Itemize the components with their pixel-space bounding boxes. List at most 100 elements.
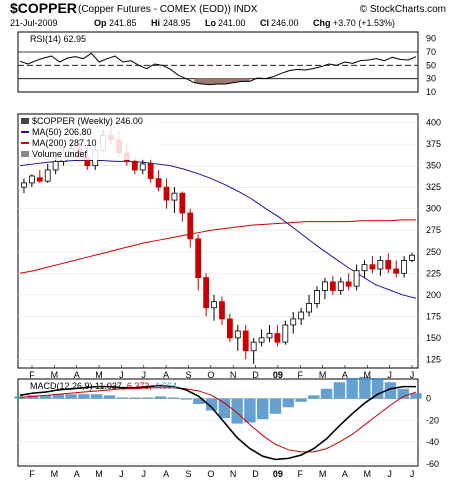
- legend-ma50: MA(50) 206.80: [32, 127, 92, 137]
- candle-body: [345, 281, 352, 287]
- price-tick-400: 400: [426, 118, 441, 128]
- macd-legend-label: MACD(12,26,9) 11.037,: [30, 381, 127, 391]
- price-x-label: M: [95, 370, 103, 380]
- price-tick-200: 200: [426, 290, 441, 300]
- legend-price-icon: [21, 118, 29, 124]
- candle-body: [187, 212, 194, 240]
- candle-body: [250, 341, 257, 352]
- price-tick-250: 250: [426, 247, 441, 257]
- price-x-label: A: [342, 370, 348, 380]
- macd-histogram-bar: [295, 398, 307, 402]
- candle-body: [401, 259, 408, 274]
- macd-histogram-bar: [282, 398, 294, 408]
- macd-histogram-bar: [308, 395, 320, 399]
- macd-histogram-bar: [397, 388, 409, 399]
- candle-body: [274, 333, 281, 343]
- candle-body: [322, 281, 328, 291]
- macd-histogram-bar: [333, 382, 346, 399]
- macd-x-label: F: [297, 469, 303, 479]
- rsi-tick-70: 70: [426, 47, 436, 57]
- candle-body: [377, 259, 384, 270]
- macd-x-label: J: [410, 469, 415, 479]
- watermark: © StockCharts.com: [360, 4, 446, 15]
- macd-x-label: J: [119, 469, 124, 479]
- candle-body: [385, 259, 392, 270]
- candle-body: [314, 290, 320, 304]
- macd-x-label: F: [29, 469, 35, 479]
- price-tick-375: 375: [426, 139, 441, 149]
- chg-label: Chg: [313, 18, 331, 28]
- candle-body: [211, 301, 217, 309]
- price-tick-225: 225: [426, 268, 441, 278]
- candle-body: [337, 281, 344, 291]
- macd-x-label: J: [142, 469, 147, 479]
- chart-name: (Copper Futures - COMEX (EOD)) INDX: [78, 4, 258, 15]
- macd-tick--60: -60: [426, 459, 439, 469]
- candle-body: [155, 178, 162, 188]
- price-x-label: A: [74, 370, 80, 380]
- cl-value: 246.00: [271, 18, 299, 28]
- candle-body: [52, 160, 59, 171]
- candle-body: [219, 301, 225, 320]
- macd-tick--20: -20: [426, 415, 439, 425]
- candle-body: [369, 264, 376, 270]
- candle-body: [266, 333, 273, 339]
- candle-body: [36, 177, 43, 182]
- rsi-tick-10: 10: [426, 87, 436, 97]
- macd-histogram-bar: [180, 398, 192, 400]
- candle-body: [393, 268, 400, 274]
- cl-label: Cl: [260, 18, 269, 28]
- rsi-tick-30: 30: [426, 74, 436, 84]
- price-x-label: F: [29, 370, 35, 380]
- macd-histogram-bar: [78, 394, 90, 399]
- macd-histogram-bar: [346, 377, 358, 399]
- candle-body: [44, 169, 51, 182]
- candle-body: [234, 330, 241, 339]
- legend-ma50-swatch: [21, 131, 29, 133]
- price-x-label: J: [387, 370, 392, 380]
- candle-body: [258, 337, 265, 343]
- candle-body: [329, 281, 336, 291]
- macd-histogram-bar: [320, 388, 333, 399]
- macd-histogram-bar: [90, 394, 103, 399]
- ma200-line: [19, 219, 416, 274]
- candle-body: [282, 324, 289, 343]
- rsi-legend: RSI(14) 62.95: [30, 34, 86, 44]
- macd-histogram-bar: [257, 398, 269, 420]
- macd-histogram-bar: [129, 397, 141, 399]
- price-x-label: 09: [273, 370, 283, 380]
- chg-value: +3.70 (+1.53%): [333, 18, 395, 28]
- candle-body: [290, 318, 297, 326]
- price-x-label: M: [319, 370, 327, 380]
- macd-histogram-bar: [269, 398, 282, 414]
- macd-x-label: D: [252, 469, 259, 479]
- legend-ma200-swatch: [21, 142, 29, 144]
- candle-body: [179, 192, 186, 214]
- candle-body: [242, 330, 249, 352]
- macd-histogram-bar: [205, 398, 218, 411]
- price-tick-300: 300: [426, 204, 441, 214]
- macd-histogram-bar: [193, 398, 205, 405]
- macd-histogram-bar: [27, 395, 39, 399]
- rsi-tick-90: 90: [426, 34, 436, 44]
- macd-histogram-bar: [103, 395, 116, 399]
- macd-histogram-bar: [244, 398, 256, 423]
- price-x-label: D: [252, 370, 259, 380]
- lo-label: Lo: [205, 18, 216, 28]
- price-tick-150: 150: [426, 333, 441, 343]
- macd-histogram-bar: [39, 395, 52, 399]
- op-value: 241.85: [109, 18, 137, 28]
- macd-legend-signal: 6.373,: [127, 381, 155, 391]
- macd-x-label: S: [185, 469, 191, 479]
- hi-value: 248.95: [163, 18, 191, 28]
- price-x-label: S: [185, 370, 191, 380]
- candle-body: [195, 238, 202, 278]
- candle-body: [21, 182, 27, 188]
- macd-legend-histogram: 4.664: [154, 381, 177, 391]
- price-x-label: J: [410, 370, 415, 380]
- candle-body: [409, 254, 415, 261]
- price-x-label: M: [51, 370, 59, 380]
- price-x-label: M: [364, 370, 372, 380]
- macd-histogram-bar: [371, 377, 384, 399]
- macd-tick--40: -40: [426, 437, 439, 447]
